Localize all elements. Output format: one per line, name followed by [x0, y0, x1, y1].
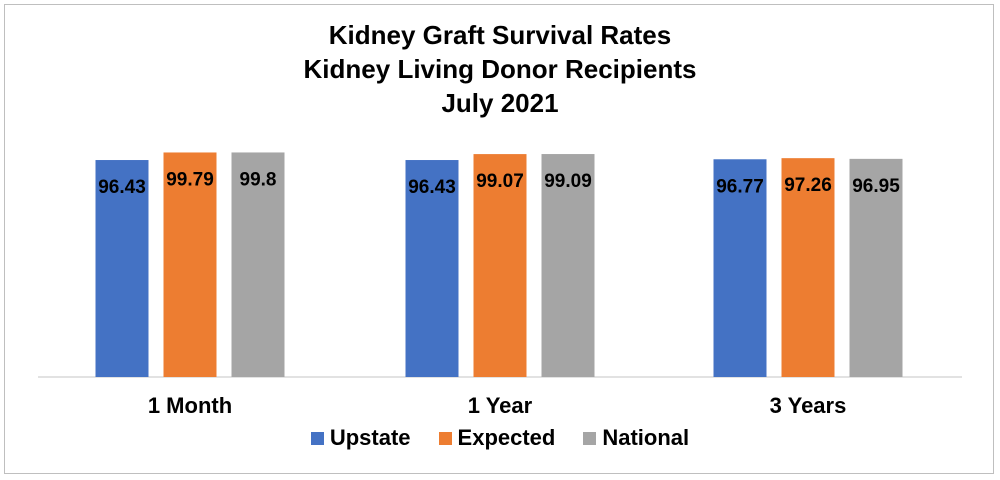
legend-swatch-upstate: [310, 431, 324, 445]
value-label-national-1-month: 99.8: [240, 169, 277, 190]
bar-expected-1-month: [163, 152, 217, 377]
bar-group: [95, 152, 903, 377]
value-label-group: 96.43 99.79 99.8 96.43 99.07 99.09 96.77 97.26 9…: [98, 169, 900, 198]
bar-upstate-1-month: [95, 160, 149, 377]
legend-item-expected: Expected: [438, 425, 556, 451]
legend-swatch-national: [583, 431, 597, 445]
chart-title-line-1: Kidney Graft Survival Rates: [328, 20, 672, 50]
value-label-upstate-1-month: 96.43: [98, 177, 146, 198]
legend-item-national: National: [583, 425, 689, 451]
bar-national-1-month: [231, 152, 285, 377]
category-label-1-month: 1 Month: [148, 393, 232, 418]
bar-expected-3-years: [781, 158, 835, 377]
legend-label-national: National: [602, 425, 690, 450]
chart-title-line-2: Kidney Living Donor Recipients: [303, 54, 697, 84]
category-label-3-years: 3 Years: [770, 393, 847, 418]
value-label-expected-1-month: 99.79: [166, 169, 214, 190]
value-label-upstate-3-years: 96.77: [716, 176, 764, 197]
bar-expected-1-year: [473, 154, 527, 377]
category-label-group: 1 Month 1 Year 3 Years: [148, 393, 847, 418]
legend-item-upstate: Upstate: [310, 425, 411, 451]
chart-title: Kidney Graft Survival Rates Kidney Livin…: [0, 18, 1000, 120]
bar-national-3-years: [849, 158, 903, 377]
legend-label-expected: Expected: [457, 425, 556, 450]
bar-upstate-1-year: [405, 160, 459, 377]
chart-title-line-3: July 2021: [441, 88, 559, 118]
value-label-upstate-1-year: 96.43: [408, 177, 456, 198]
legend-label-upstate: Upstate: [329, 425, 411, 450]
value-label-national-3-years: 96.95: [852, 176, 900, 197]
value-label-expected-3-years: 97.26: [784, 175, 832, 196]
legend: Upstate Expected National: [0, 425, 1000, 451]
value-label-national-1-year: 99.09: [544, 171, 592, 192]
value-label-expected-1-year: 99.07: [476, 171, 524, 192]
bar-national-1-year: [541, 154, 595, 377]
category-label-1-year: 1 Year: [468, 393, 533, 418]
legend-swatch-expected: [438, 431, 452, 445]
bar-upstate-3-years: [713, 159, 767, 377]
